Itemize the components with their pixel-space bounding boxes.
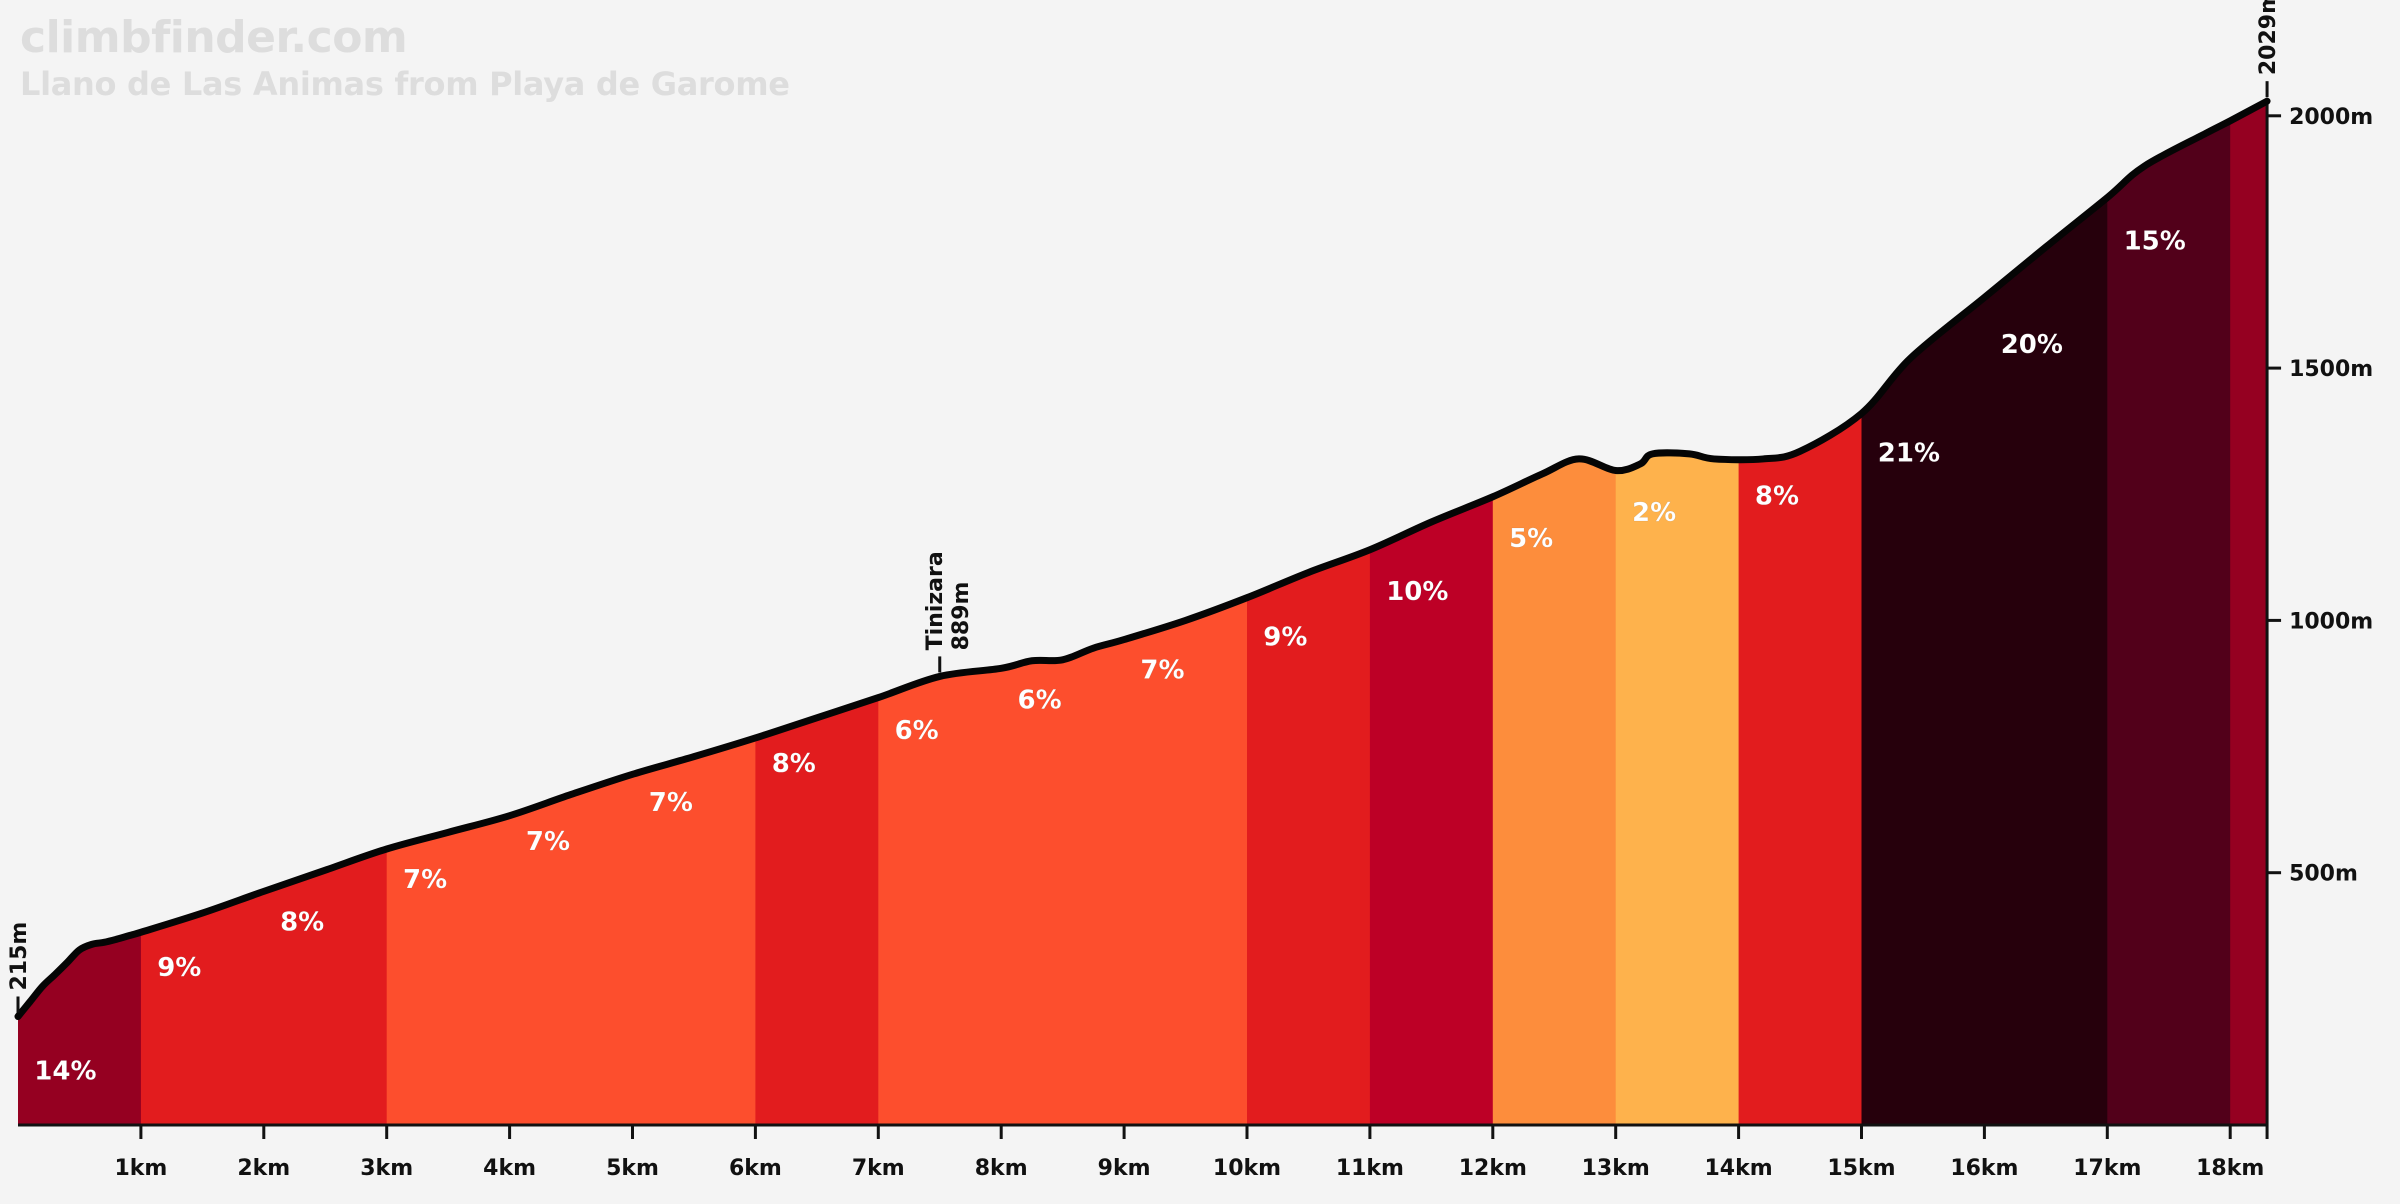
- grade-segment-10: [1861, 101, 2108, 1125]
- x-tick-label: 5km: [606, 1156, 659, 1181]
- axes: 1km 2km 3km 4km 5km 6km 7km 8km 9km 10km 11km 12km 1…: [18, 101, 2373, 1181]
- annotation-label: 215m: [7, 922, 32, 991]
- grade-label: 15%: [2124, 227, 2186, 257]
- grade-label: 7%: [526, 827, 570, 857]
- x-tick-label: 1km: [114, 1156, 167, 1181]
- brand-logo: climbfinder.com: [20, 12, 408, 63]
- grade-segment-6: [1369, 101, 1494, 1125]
- grade-segment-7: [1492, 101, 1617, 1125]
- annotation-label: Tinizara: [923, 551, 948, 650]
- x-tick-label: 17km: [2073, 1156, 2141, 1181]
- y-tick-label: 2000m: [2289, 105, 2373, 130]
- grade-label: 9%: [1263, 623, 1307, 653]
- grade-segments: [18, 101, 2268, 1125]
- grade-segment-8: [1615, 101, 1740, 1125]
- x-tick-label: 16km: [1950, 1156, 2018, 1181]
- profile-line-group: [14, 97, 2271, 1021]
- grade-label: 9%: [157, 953, 201, 983]
- x-tick-label: 11km: [1336, 1156, 1404, 1181]
- x-tick-label: 6km: [729, 1156, 782, 1181]
- grade-segment-11: [2107, 101, 2231, 1125]
- grade-label: 20%: [2001, 330, 2063, 360]
- grade-segment-0: [18, 101, 142, 1125]
- grade-label: 10%: [1386, 577, 1448, 607]
- x-tick-label: 7km: [852, 1156, 905, 1181]
- grade-label: 2%: [1632, 498, 1676, 528]
- x-tick-label: 8km: [975, 1156, 1028, 1181]
- grade-label: 7%: [403, 865, 447, 895]
- annotations: 215m Tinizara 889m 2029m: [7, 0, 2281, 1013]
- grade-label: 7%: [1140, 655, 1184, 685]
- grade-segment-5: [1247, 101, 1371, 1125]
- grade-labels: 14% 9% 8% 7% 7% 7% 8% 6% 6% 7% 9% 10% 5% 2% 8% 21% 20% 15…: [34, 226, 2186, 1087]
- grade-label: 14%: [34, 1057, 96, 1087]
- y-tick-label: 500m: [2289, 862, 2358, 887]
- grade-segment-3: [755, 101, 879, 1125]
- grade-segment-2: [386, 101, 756, 1125]
- chart-title: Llano de Las Animas from Playa de Garome: [20, 65, 790, 103]
- grade-label: 8%: [772, 749, 816, 779]
- y-tick-label: 1000m: [2289, 609, 2373, 634]
- x-tick-label: 2km: [237, 1156, 290, 1181]
- grade-label: 8%: [280, 908, 324, 938]
- x-tick-label: 15km: [1827, 1156, 1895, 1181]
- y-tick-label: 1500m: [2289, 357, 2373, 382]
- grade-label: 6%: [1017, 686, 1061, 716]
- x-tick-label: 4km: [483, 1156, 536, 1181]
- elevation-profile-line: [14, 97, 2271, 1021]
- grade-label: 8%: [1755, 481, 1799, 511]
- grade-segment-9: [1738, 101, 1863, 1125]
- x-tick-label: 9km: [1098, 1156, 1151, 1181]
- x-tick-label: 12km: [1459, 1156, 1527, 1181]
- x-tick-label: 3km: [360, 1156, 413, 1181]
- grade-label: 7%: [649, 788, 693, 818]
- grade-label: 21%: [1878, 438, 1940, 468]
- grade-label: 5%: [1509, 524, 1553, 554]
- grade-segment-12: [2230, 101, 2268, 1125]
- x-tick-label: 18km: [2196, 1156, 2264, 1181]
- x-tick-label: 14km: [1705, 1156, 1773, 1181]
- x-tick-label: 10km: [1213, 1156, 1281, 1181]
- x-tick-label: 13km: [1582, 1156, 1650, 1181]
- annotation-label: 2029m: [2256, 0, 2281, 75]
- grade-label: 6%: [895, 716, 939, 746]
- annotation-sublabel: 889m: [949, 582, 974, 651]
